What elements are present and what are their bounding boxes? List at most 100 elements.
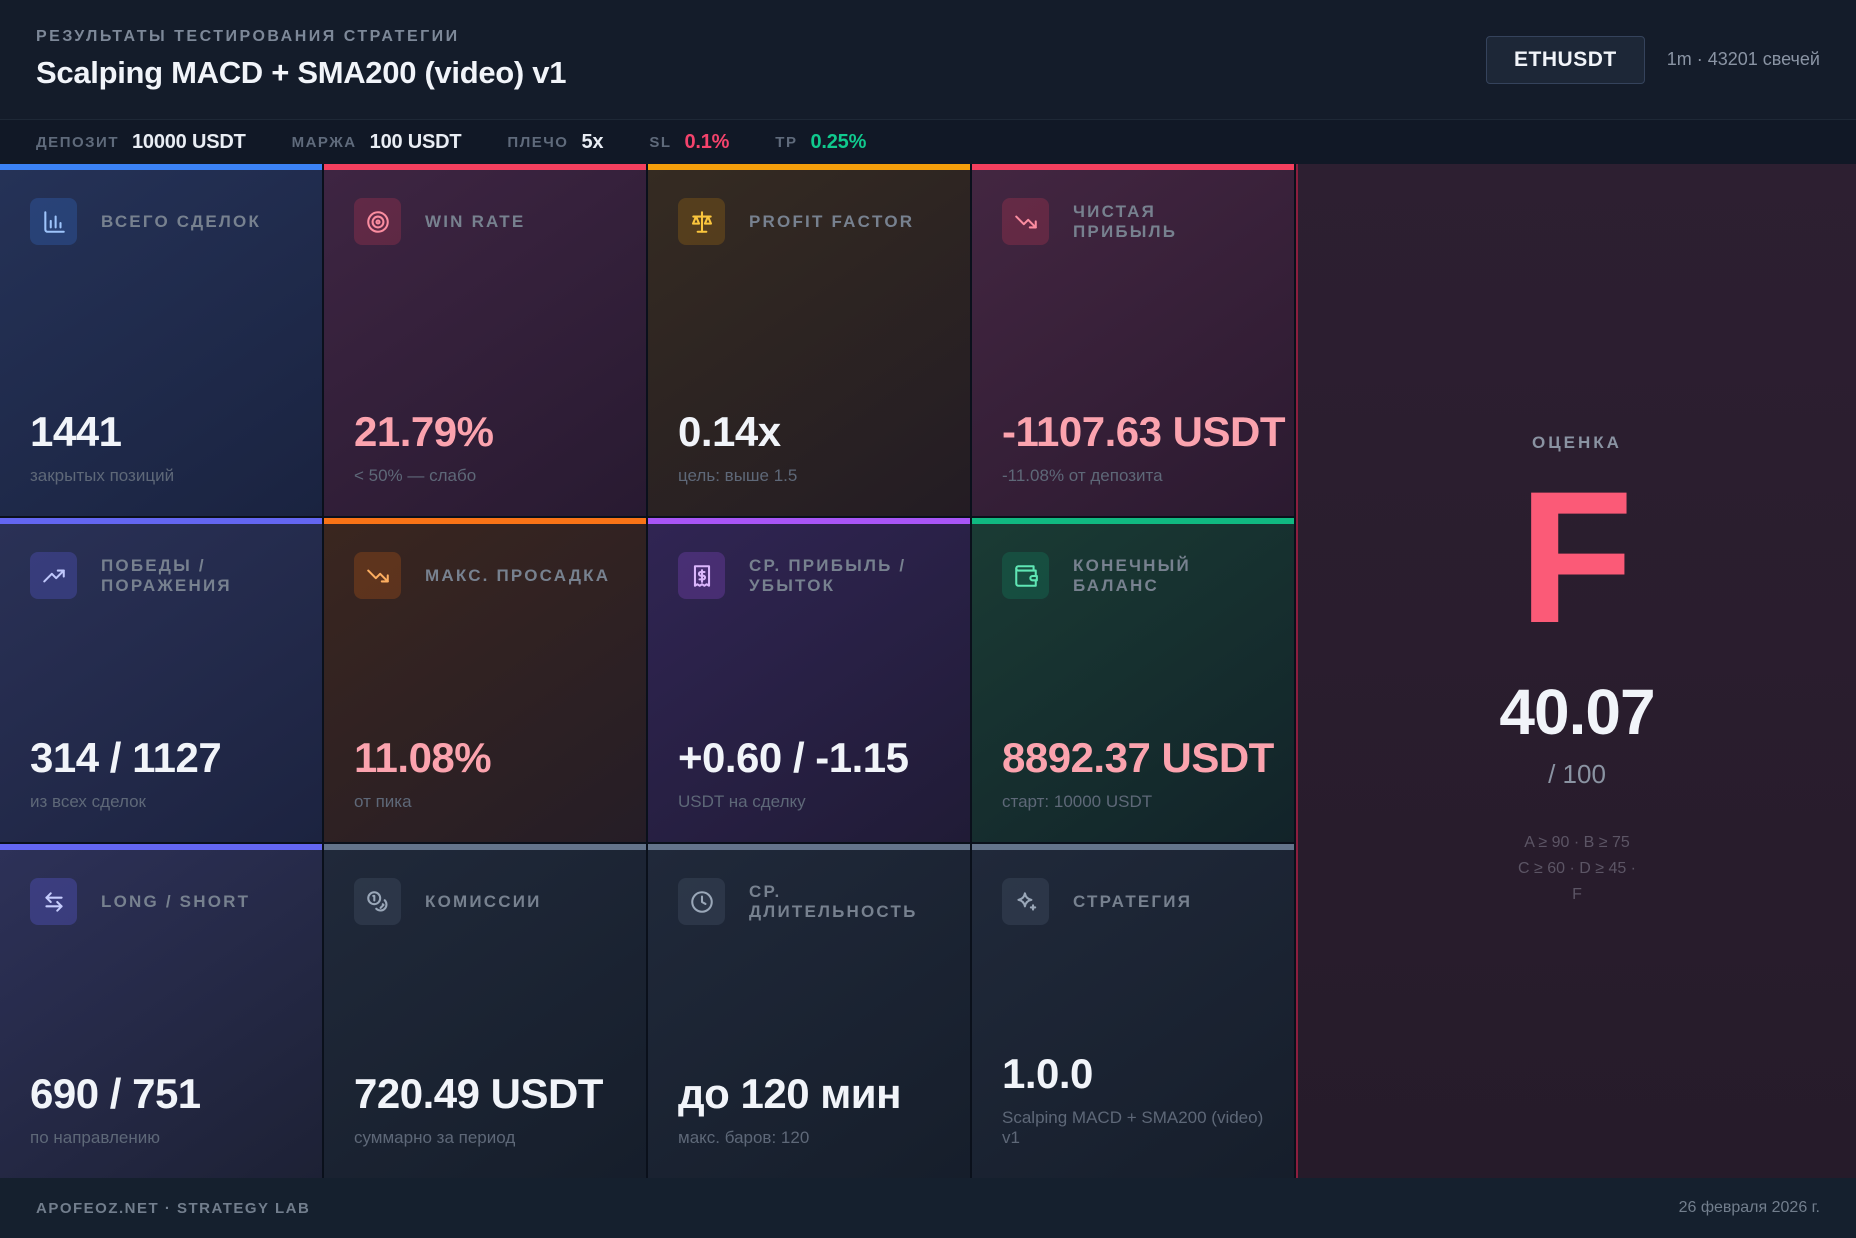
rating-label: ОЦЕНКА (1532, 433, 1622, 453)
card-title: PROFIT FACTOR (749, 211, 915, 231)
card-value: 1.0.0 (1002, 1050, 1093, 1097)
card-bottom: 720.49 USDT суммарно за период (354, 1070, 616, 1148)
card-title: КОНЕЧНЫЙ БАЛАНС (1073, 555, 1191, 595)
page-title: Scalping MACD + SMA200 (video) v1 (36, 55, 567, 90)
card-value: 11.08% (354, 734, 492, 781)
params-bar: ДЕПОЗИТ 10000 USDT МАРЖА 100 USDT ПЛЕЧО 5x SL 0… (0, 119, 1856, 164)
param-label: TP (775, 133, 798, 151)
card-title: СР. ПРИБЫЛЬ / УБЫТОК (749, 555, 907, 595)
clock-icon (678, 878, 725, 925)
card-value: 8892.37 USDT (1002, 734, 1274, 781)
card-value: 720.49 USDT (354, 1070, 603, 1117)
rating-score: 40.07 (1499, 675, 1655, 748)
metric-card-2: WIN RATE 21.79% < 50% — слабо (324, 164, 646, 516)
card-head: ЧИСТАЯ ПРИБЫЛЬ (1002, 198, 1264, 245)
card-bottom: 11.08% от пика (354, 734, 616, 812)
card-title: ВСЕГО СДЕЛОК (101, 211, 262, 231)
card-sublabel: из всех сделок (30, 792, 146, 811)
card-sublabel: < 50% — слабо (354, 466, 477, 485)
trending-down-icon (354, 552, 401, 599)
param-label: ПЛЕЧО (507, 133, 569, 151)
sparkles-icon (1002, 878, 1049, 925)
card-value: 0.14x (678, 408, 781, 455)
trending-down-icon (1002, 198, 1049, 245)
target-icon (354, 198, 401, 245)
receipt-dollar-icon (678, 552, 725, 599)
footer-date: 26 февраля 2026 г. (1678, 1199, 1820, 1216)
metric-card-10: КОМИССИИ 720.49 USDT суммарно за период (324, 844, 646, 1178)
param-value: 0.1% (684, 130, 730, 153)
card-bottom: 690 / 751 по направлению (30, 1070, 292, 1148)
card-bottom: 1441 закрытых позиций (30, 408, 292, 486)
card-sublabel: по направлению (30, 1128, 160, 1147)
card-title: СР. ДЛИТЕЛЬНОСТЬ (749, 881, 918, 921)
card-value: 314 / 1127 (30, 734, 222, 781)
rating-denominator: / 100 (1548, 758, 1606, 789)
param-1: ДЕПОЗИТ 10000 USDT (36, 131, 246, 154)
card-head: МАКС. ПРОСАДКА (354, 552, 616, 599)
metric-card-11: СР. ДЛИТЕЛЬНОСТЬ до 120 мин макс. баров: 1… (648, 844, 970, 1178)
card-sublabel: цель: выше 1.5 (678, 466, 798, 485)
coins-icon (354, 878, 401, 925)
rating-legend-line-3: F (1572, 886, 1582, 904)
card-value: 21.79% (354, 408, 494, 455)
card-title: ЧИСТАЯ ПРИБЫЛЬ (1073, 201, 1178, 241)
card-sublabel: -11.08% от депозита (1002, 466, 1163, 485)
card-title: КОМИССИИ (425, 891, 542, 911)
param-value: 10000 USDT (131, 130, 246, 153)
metric-card-5: ПОБЕДЫ / ПОРАЖЕНИЯ 314 / 1127 из всех сдел… (0, 518, 322, 842)
timeframe-info: 1m · 43201 свечей (1666, 49, 1820, 69)
card-head: КОНЕЧНЫЙ БАЛАНС (1002, 552, 1264, 599)
trending-up-icon (30, 552, 77, 599)
metric-card-8: КОНЕЧНЫЙ БАЛАНС 8892.37 USDT старт: 10000 … (972, 518, 1294, 842)
param-3: ПЛЕЧО 5x (507, 131, 603, 154)
param-label: ДЕПОЗИТ (36, 133, 119, 151)
header: РЕЗУЛЬТАТЫ ТЕСТИРОВАНИЯ СТРАТЕГИИ Scalpi… (0, 0, 1856, 119)
bar-chart-icon (30, 198, 77, 245)
rating-panel: ОЦЕНКА F 40.07 / 100 A ≥ 90 · B ≥ 75 C ≥ … (1296, 164, 1856, 1178)
param-2: МАРЖА 100 USDT (292, 131, 462, 154)
card-title: ПОБЕДЫ / ПОРАЖЕНИЯ (101, 555, 232, 595)
header-right: ETHUSDT 1m · 43201 свечей (1486, 35, 1820, 84)
card-head: WIN RATE (354, 198, 616, 245)
rating-legend: A ≥ 90 · B ≥ 75 C ≥ 60 · D ≥ 45 · F (1437, 830, 1717, 909)
card-title: WIN RATE (425, 211, 526, 231)
param-label: SL (649, 133, 672, 151)
card-value: до 120 мин (678, 1070, 902, 1117)
metric-card-7: СР. ПРИБЫЛЬ / УБЫТОК +0.60 / -1.15 USDT на… (648, 518, 970, 842)
swap-arrows-icon (30, 878, 77, 925)
card-sublabel: Scalping MACD + SMA200 (video) v1 (1002, 1108, 1264, 1147)
card-sublabel: закрытых позиций (30, 466, 175, 485)
param-4: SL 0.1% (649, 131, 729, 154)
metric-card-4: ЧИСТАЯ ПРИБЫЛЬ -1107.63 USDT -11.08% от де… (972, 164, 1294, 516)
param-value: 100 USDT (369, 130, 462, 153)
card-bottom: 1.0.0 Scalping MACD + SMA200 (video) v1 (1002, 1050, 1264, 1148)
metric-card-1: ВСЕГО СДЕЛОК 1441 закрытых позиций (0, 164, 322, 516)
card-value: 690 / 751 (30, 1070, 201, 1117)
metric-card-6: МАКС. ПРОСАДКА 11.08% от пика (324, 518, 646, 842)
card-head: ВСЕГО СДЕЛОК (30, 198, 292, 245)
card-bottom: 21.79% < 50% — слабо (354, 408, 616, 486)
card-sublabel: USDT на сделку (678, 792, 806, 811)
card-bottom: до 120 мин макс. баров: 120 (678, 1070, 940, 1148)
metric-card-9: LONG / SHORT 690 / 751 по направлению (0, 844, 322, 1178)
param-value: 0.25% (810, 130, 867, 153)
footer: APOFEOZ.NET · STRATEGY LAB 26 февраля 20… (0, 1178, 1856, 1238)
param-value: 5x (581, 130, 604, 153)
metrics-grid: ВСЕГО СДЕЛОК 1441 закрытых позиций WIN RATE… (0, 164, 1856, 1178)
card-value: +0.60 / -1.15 (678, 734, 909, 781)
card-title: LONG / SHORT (101, 891, 251, 911)
card-sublabel: макс. баров: 120 (678, 1128, 810, 1147)
card-bottom: 0.14x цель: выше 1.5 (678, 408, 940, 486)
metric-card-3: PROFIT FACTOR 0.14x цель: выше 1.5 (648, 164, 970, 516)
report-eyebrow-label: РЕЗУЛЬТАТЫ ТЕСТИРОВАНИЯ СТРАТЕГИИ (36, 28, 460, 45)
card-sublabel: суммарно за период (354, 1128, 516, 1147)
symbol-badge[interactable]: ETHUSDT (1486, 35, 1645, 84)
card-head: СР. ПРИБЫЛЬ / УБЫТОК (678, 552, 940, 599)
param-label: МАРЖА (291, 133, 357, 151)
card-value: -1107.63 USDT (1002, 408, 1286, 455)
card-head: КОМИССИИ (354, 878, 616, 925)
card-sublabel: от пика (354, 792, 412, 811)
footer-brand: APOFEOZ.NET · STRATEGY LAB (36, 1199, 311, 1217)
card-bottom: 314 / 1127 из всех сделок (30, 734, 292, 812)
